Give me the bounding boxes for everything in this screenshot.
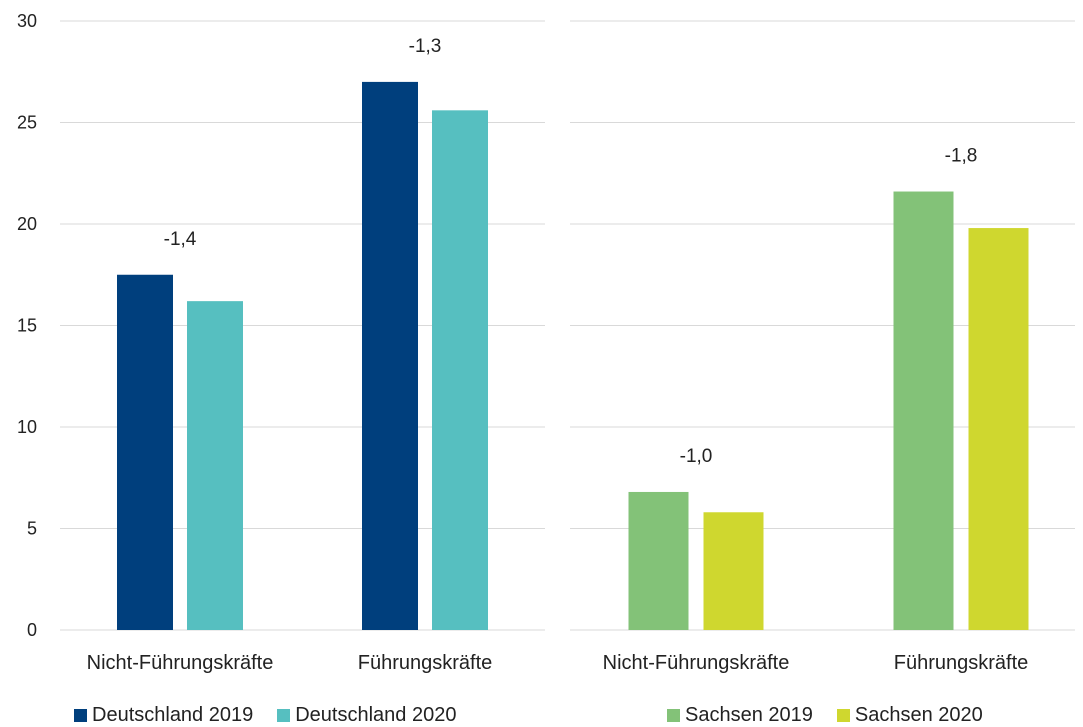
legend-label: Sachsen 2020 — [854, 704, 983, 726]
bar — [432, 110, 488, 630]
category-label: Nicht-Führungskräfte — [87, 652, 274, 674]
category-label: Nicht-Führungskräfte — [603, 652, 790, 674]
category-label: Führungskräfte — [358, 652, 493, 674]
bar — [362, 81, 418, 630]
legend-swatch — [277, 709, 291, 722]
difference-label: -1,3 — [409, 36, 442, 57]
category-label: Führungskräfte — [894, 652, 1029, 674]
legend-swatch — [74, 709, 87, 722]
legend-label: Deutschland 2020 — [295, 704, 457, 726]
y-tick-label: 0 — [27, 620, 37, 640]
legend-left: Deutschland 2019 Deutschland 2020 — [74, 704, 480, 727]
y-tick-label: 5 — [27, 519, 37, 539]
legend-swatch — [667, 709, 680, 722]
legend-item: Deutschland 2020 — [277, 704, 456, 727]
legend-item: Sachsen 2019 — [667, 704, 813, 727]
y-tick-label: 15 — [17, 316, 37, 336]
legend-right: Sachsen 2019 Sachsen 2020 — [667, 704, 1007, 727]
legend-swatch — [836, 709, 850, 722]
legend-item: Sachsen 2020 — [836, 704, 983, 727]
y-tick-label: 20 — [17, 214, 37, 234]
y-tick-label: 10 — [17, 417, 37, 437]
bar — [968, 228, 1029, 630]
y-tick-label: 30 — [17, 11, 37, 31]
bar — [187, 301, 243, 630]
legend-item: Deutschland 2019 — [74, 704, 253, 727]
legend-label: Deutschland 2019 — [92, 704, 254, 726]
y-tick-label: 25 — [17, 113, 37, 133]
bar — [893, 191, 954, 630]
bar — [117, 274, 173, 630]
legend-label: Sachsen 2019 — [685, 704, 813, 726]
difference-label: -1,4 — [164, 229, 197, 250]
bar — [703, 512, 764, 630]
difference-label: -1,8 — [945, 146, 978, 167]
difference-label: -1,0 — [680, 446, 713, 467]
bar — [628, 491, 689, 630]
